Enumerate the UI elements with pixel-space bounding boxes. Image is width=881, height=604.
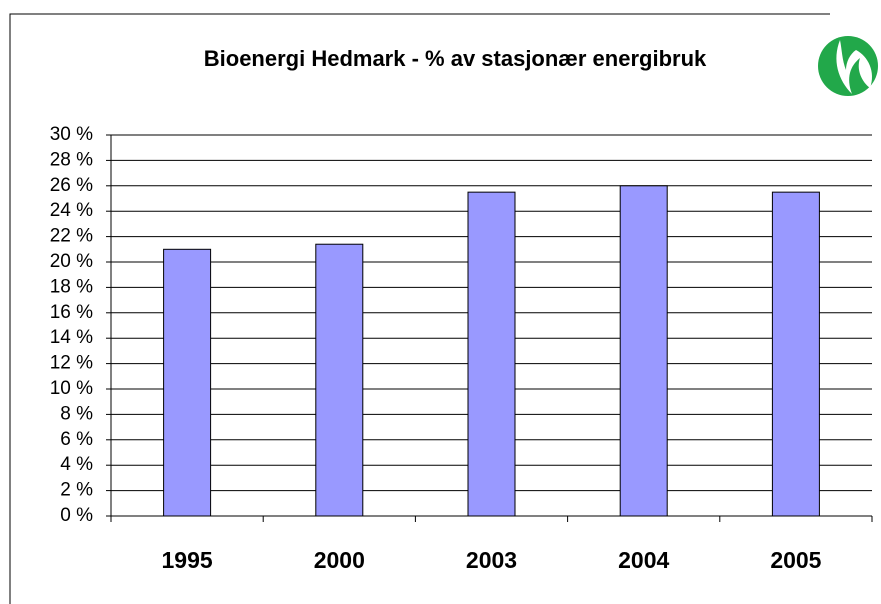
y-tick-label: 6 %	[60, 429, 93, 450]
y-tick-label: 18 %	[50, 276, 93, 297]
x-tick-label: 2005	[770, 547, 821, 573]
y-tick-label: 2 %	[60, 480, 93, 501]
y-tick-label: 0 %	[60, 505, 93, 526]
bar	[163, 248, 212, 517]
y-tick-label: 10 %	[50, 378, 93, 399]
y-tick-label: 16 %	[50, 302, 93, 323]
y-tick-label: 20 %	[50, 251, 93, 272]
y-tick-label: 8 %	[60, 403, 93, 424]
chart-frame	[9, 13, 830, 604]
logo	[818, 36, 878, 96]
chart-title: Bioenergi Hedmark - % av stasjonær energ…	[204, 46, 707, 71]
y-tick-label: 4 %	[60, 454, 93, 475]
x-tick-label: 1995	[162, 547, 213, 573]
y-tick-label: 30 %	[50, 124, 93, 145]
y-tick-label: 26 %	[50, 175, 93, 196]
bar	[771, 191, 820, 517]
y-tick-label: 14 %	[50, 327, 93, 348]
y-tick-label: 24 %	[50, 200, 93, 221]
x-tick-label: 2000	[314, 547, 365, 573]
x-tick-label: 2003	[466, 547, 517, 573]
bar	[315, 243, 364, 517]
y-tick-label: 22 %	[50, 226, 93, 247]
y-tick-label: 28 %	[50, 149, 93, 170]
bar	[467, 191, 516, 517]
x-tick-label: 2004	[618, 547, 669, 573]
bar	[619, 185, 668, 517]
y-tick-label: 12 %	[50, 353, 93, 374]
